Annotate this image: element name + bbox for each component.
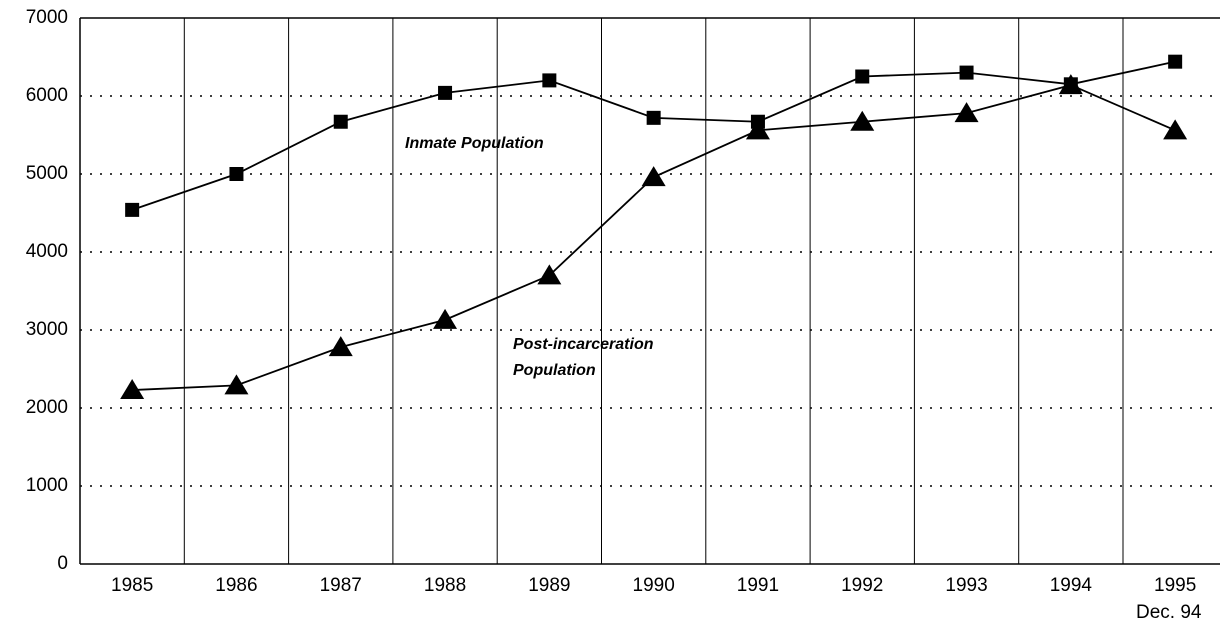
marker-triangle bbox=[745, 119, 770, 140]
x-tick-label: 1993 bbox=[945, 575, 987, 596]
marker-triangle bbox=[850, 110, 875, 131]
marker-triangle bbox=[120, 379, 145, 400]
marker-triangle bbox=[954, 102, 979, 123]
x-tick-label: 1985 bbox=[111, 575, 153, 596]
marker-triangle bbox=[1163, 119, 1188, 140]
marker-triangle bbox=[641, 166, 666, 187]
x-tick-label: 1989 bbox=[528, 575, 570, 596]
marker-triangle bbox=[433, 308, 458, 329]
y-tick-label: 3000 bbox=[26, 319, 68, 340]
x-tick-label: 1987 bbox=[320, 575, 362, 596]
annotation: Post-incarceration bbox=[513, 336, 654, 353]
marker-square bbox=[855, 69, 870, 84]
marker-triangle bbox=[328, 336, 353, 357]
x-tick-label: 1995 bbox=[1154, 575, 1196, 596]
annotation: Dec. 94 bbox=[1136, 602, 1202, 623]
marker-square bbox=[959, 65, 974, 80]
x-tick-label: 1986 bbox=[215, 575, 257, 596]
marker-square bbox=[438, 85, 453, 100]
marker-triangle bbox=[224, 374, 249, 395]
marker-square bbox=[646, 110, 661, 125]
y-tick-label: 0 bbox=[57, 553, 68, 574]
marker-square bbox=[542, 73, 557, 88]
y-tick-label: 5000 bbox=[26, 163, 68, 184]
x-tick-label: 1994 bbox=[1050, 575, 1093, 596]
marker-square bbox=[229, 167, 244, 181]
marker-triangle bbox=[537, 264, 562, 285]
y-tick-label: 1000 bbox=[26, 475, 68, 496]
marker-triangle bbox=[1058, 74, 1083, 95]
marker-square bbox=[125, 202, 140, 217]
annotation: Inmate Population bbox=[405, 135, 544, 152]
y-tick-label: 7000 bbox=[26, 7, 68, 28]
y-tick-label: 2000 bbox=[26, 397, 68, 418]
x-tick-label: 1992 bbox=[841, 575, 883, 596]
x-tick-label: 1991 bbox=[737, 575, 779, 596]
x-tick-label: 1988 bbox=[424, 575, 466, 596]
y-tick-label: 6000 bbox=[26, 85, 68, 106]
annotation: Population bbox=[513, 362, 596, 379]
marker-square bbox=[1168, 54, 1183, 69]
y-tick-label: 4000 bbox=[26, 241, 68, 262]
marker-square bbox=[333, 114, 348, 129]
x-tick-label: 1990 bbox=[633, 575, 675, 596]
